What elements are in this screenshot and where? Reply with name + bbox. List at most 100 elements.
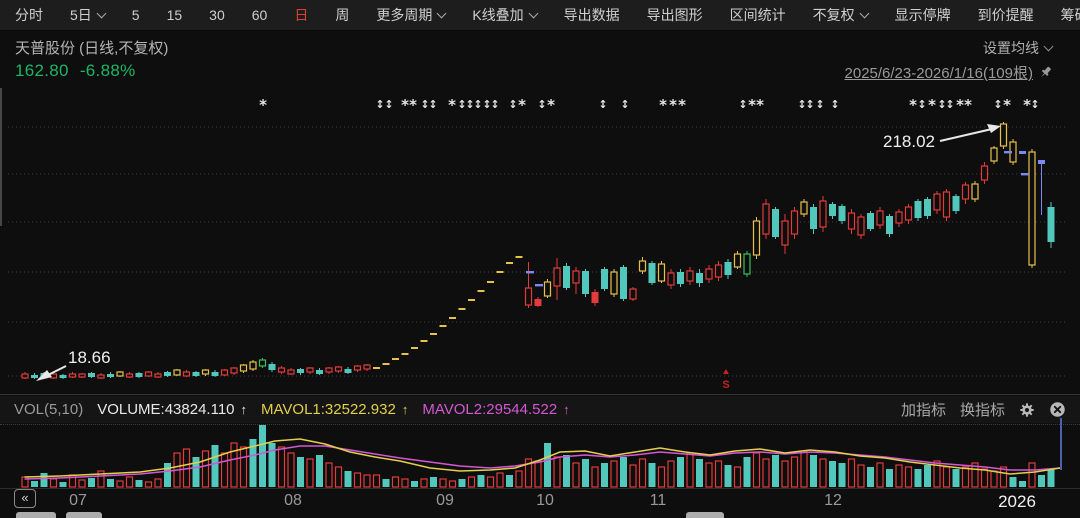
- toolbar-item-分时[interactable]: 分时: [15, 5, 43, 25]
- blue-dash-marker: [535, 284, 543, 287]
- toolbar-item-导出图形[interactable]: 导出图形: [647, 5, 703, 25]
- blue-dash-marker: [526, 271, 534, 274]
- event-marker: ↕: [384, 98, 393, 111]
- mavol1-value: MAVOL1:32522.932: [261, 401, 396, 418]
- price-chart[interactable]: * ↕ ↕ * * ↕↕ * ↕↕↕ ↕↕ ↕ * ↕ * ↕ ↕ * * * ↕ * * ↕↕ ↕ ↕ * ↕ * ↕↕ * * ↕ * * ↕…: [0, 0, 1080, 395]
- gear-icon[interactable]: [1019, 402, 1035, 418]
- toolbar-item-5[interactable]: 5: [132, 7, 140, 23]
- high-price-label: 218.02: [883, 132, 935, 151]
- volume-header: VOL(5,10) VOLUME:43824.110 ↑ MAVOL1:3252…: [0, 396, 1080, 423]
- toolbar-item-label: 日: [294, 7, 309, 23]
- toolbar-item-label: 5日: [70, 7, 92, 23]
- toolbar-item-5日[interactable]: 5日: [70, 5, 107, 25]
- event-marker: ↕: [490, 98, 499, 111]
- mavol2-value: MAVOL2:29544.522: [422, 401, 558, 418]
- mavol1-up-arrow: ↑: [401, 402, 409, 417]
- date-range-label: 2025/6/23-2026/1/16(109根): [844, 65, 1033, 82]
- event-marker: ↕: [482, 98, 491, 111]
- toolbar-item-到价提醒[interactable]: 到价提醒: [978, 5, 1034, 25]
- price-and-change: 162.80 -6.88%: [15, 61, 136, 81]
- toolbar-item-日[interactable]: 日: [294, 5, 308, 25]
- pane-divider[interactable]: [0, 394, 1080, 395]
- toolbar-item-label: 5: [131, 7, 140, 23]
- scroll-left-button[interactable]: «: [14, 489, 36, 508]
- event-marker: *: [518, 96, 526, 114]
- event-marker: ↕: [465, 98, 474, 111]
- event-marker: ↕: [805, 98, 814, 111]
- mavol2-up-arrow: ↑: [563, 402, 570, 417]
- toolbar-item-15[interactable]: 15: [167, 7, 183, 23]
- axis-label-07: 07: [69, 492, 87, 509]
- event-marker: *: [659, 96, 667, 114]
- switch-indicator-button[interactable]: 换指标: [959, 402, 1005, 419]
- ma-settings-button[interactable]: 设置均线: [983, 38, 1054, 58]
- toolbar-item-更多周期[interactable]: 更多周期: [376, 5, 447, 25]
- toolbar-item-label: 筹码: [1060, 7, 1080, 23]
- toolbar-item-显示停牌[interactable]: 显示停牌: [895, 5, 951, 25]
- blue-dash-marker: [1021, 173, 1029, 176]
- event-marker: ↕: [1030, 98, 1039, 111]
- event-marker: *: [964, 96, 972, 114]
- event-marker: ↕: [473, 98, 482, 111]
- event-marker: ↕: [738, 98, 747, 111]
- toolbar-item-label: 到价提醒: [977, 7, 1034, 23]
- toolbar-item-区间统计[interactable]: 区间统计: [730, 5, 786, 25]
- toolbar-item-label: 分时: [15, 7, 43, 23]
- event-marker: ↕: [428, 98, 437, 111]
- toolbar-item-label: 区间统计: [729, 7, 786, 23]
- volume-baseline: [0, 488, 1080, 489]
- toolbar-item-不复权[interactable]: 不复权: [813, 5, 870, 25]
- toolbar-item-label: 60: [251, 7, 268, 23]
- axis-label-10: 10: [536, 492, 554, 509]
- event-marker: *: [409, 96, 417, 114]
- event-marker: *: [401, 96, 409, 114]
- right-scroll-indicator[interactable]: [1060, 418, 1062, 470]
- toolbar-item-label: 导出数据: [563, 7, 620, 23]
- event-marker: *: [928, 96, 936, 114]
- add-indicator-button[interactable]: 加指标: [900, 402, 946, 419]
- toolbar-item-label: 更多周期: [376, 7, 433, 23]
- volume-up-arrow: ↑: [240, 402, 248, 417]
- close-panel-icon[interactable]: [1049, 401, 1066, 418]
- event-marker: ↕: [993, 98, 1002, 111]
- blue-dash-marker: [1004, 151, 1012, 154]
- toolbar-item-label: 显示停牌: [894, 7, 951, 23]
- pin-icon[interactable]: [1037, 64, 1054, 81]
- toolbar-item-K线叠加[interactable]: K线叠加: [472, 5, 539, 25]
- toolbar-item-label: 周: [335, 7, 350, 23]
- toolbar-item-30[interactable]: 30: [209, 7, 225, 23]
- low-price-label: 18.66: [68, 348, 111, 367]
- event-marker: *: [756, 96, 764, 114]
- event-marker: *: [748, 96, 756, 114]
- event-marker: ↕: [917, 98, 926, 111]
- high-arrow-icon: [987, 124, 1001, 133]
- event-marker: ↕: [945, 98, 954, 111]
- toolbar-item-周[interactable]: 周: [335, 5, 349, 25]
- volume-value: VOLUME:43824.110: [97, 401, 235, 418]
- toolbar-item-label: 30: [209, 7, 225, 23]
- toolbar-item-导出数据[interactable]: 导出数据: [564, 5, 620, 25]
- price-change-percent: -6.88%: [79, 61, 136, 80]
- event-marker: ↕: [620, 98, 629, 111]
- volume-top-gridline: [0, 424, 1080, 425]
- event-marker: *: [547, 96, 555, 114]
- event-marker: ↕: [375, 98, 384, 111]
- bottom-button-stub[interactable]: [686, 512, 724, 518]
- event-marker: ↕: [815, 98, 824, 111]
- toolbar-item-label: 15: [166, 7, 183, 23]
- vol-indicator-name[interactable]: VOL(5,10): [14, 401, 84, 418]
- event-marker: ↕: [457, 98, 466, 111]
- event-marker: *: [956, 96, 964, 114]
- date-range[interactable]: 2025/6/23-2026/1/16(109根): [845, 62, 1054, 83]
- left-scroll-indicator[interactable]: [0, 88, 2, 226]
- bottom-button-stub[interactable]: [66, 512, 102, 518]
- toolbar-item-60[interactable]: 60: [252, 7, 268, 23]
- event-marker: ↕: [598, 98, 607, 111]
- bottom-button-stub[interactable]: [16, 512, 56, 518]
- axis-label-08: 08: [284, 492, 302, 509]
- event-marker: *: [678, 96, 686, 114]
- toolbar-item-筹码[interactable]: 筹码: [1061, 5, 1080, 25]
- axis-label-09: 09: [436, 492, 454, 509]
